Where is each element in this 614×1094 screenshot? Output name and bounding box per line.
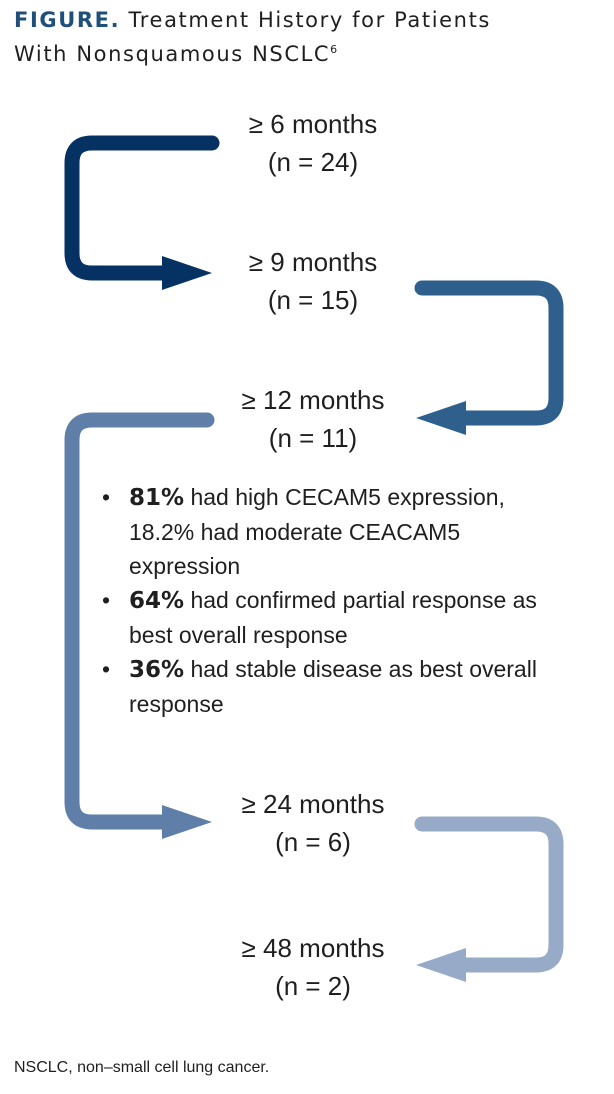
arrow-12-to-24-head bbox=[162, 805, 212, 839]
arrow-6-to-9-head bbox=[162, 256, 212, 290]
stage-24-months: ≥ 24 months (n = 6) bbox=[193, 785, 433, 861]
stage-count: (n = 15) bbox=[267, 285, 359, 315]
list-item: 36% had stable disease as best overall r… bbox=[102, 652, 542, 721]
stage-duration: ≥ 24 months bbox=[241, 789, 385, 819]
figure-label: FIGURE. bbox=[14, 8, 121, 32]
arrow-9-to-12-head bbox=[416, 401, 466, 435]
figure-title: FIGURE. Treatment History for Patients W… bbox=[14, 6, 604, 69]
arrow-24-to-48-shaft bbox=[414, 816, 564, 973]
arrow-24-to-48-head bbox=[416, 948, 466, 982]
bullet-text: had confirmed partial response as best o… bbox=[129, 587, 537, 648]
bullet-text: had stable disease as best overall respo… bbox=[129, 656, 537, 717]
bullet-text: had high CECAM5 expression, 18.2% had mo… bbox=[129, 484, 505, 579]
stage-48-months: ≥ 48 months (n = 2) bbox=[193, 929, 433, 1005]
list-item: 64% had confirmed partial response as be… bbox=[102, 583, 542, 652]
footnote: NSCLC, non–small cell lung cancer. bbox=[14, 1059, 270, 1076]
stage-count: (n = 24) bbox=[267, 147, 359, 177]
reference-superscript: 6 bbox=[330, 43, 338, 56]
stage-duration: ≥ 6 months bbox=[248, 109, 378, 139]
stage-duration: ≥ 12 months bbox=[241, 385, 385, 415]
list-item: 81% had high CECAM5 expression, 18.2% ha… bbox=[102, 480, 542, 583]
stage-duration: ≥ 48 months bbox=[241, 933, 385, 963]
arrow-9-to-12-shaft bbox=[414, 280, 564, 426]
figure-title-line2: With Nonsquamous NSCLC bbox=[14, 42, 331, 66]
stage-duration: ≥ 9 months bbox=[248, 247, 378, 277]
stage-6-months: ≥ 6 months (n = 24) bbox=[193, 105, 433, 181]
arrow-12-to-24-months bbox=[64, 412, 215, 839]
stage-count: (n = 6) bbox=[275, 827, 351, 857]
stage-9-months: ≥ 9 months (n = 15) bbox=[193, 243, 433, 319]
arrow-12-to-24-shaft bbox=[64, 412, 215, 830]
stage-12-months: ≥ 12 months (n = 11) bbox=[193, 381, 433, 457]
findings-list: 81% had high CECAM5 expression, 18.2% ha… bbox=[102, 480, 542, 721]
stage-count: (n = 2) bbox=[275, 971, 351, 1001]
stage-count: (n = 11) bbox=[268, 423, 358, 453]
bullet-percentage: 64% bbox=[129, 588, 185, 614]
arrow-6-to-9-months bbox=[64, 135, 220, 290]
bullet-percentage: 81% bbox=[129, 485, 185, 511]
arrow-24-to-48-months bbox=[414, 816, 564, 982]
figure-title-line1: Treatment History for Patients bbox=[128, 8, 491, 32]
arrow-9-to-12-months bbox=[414, 280, 564, 435]
bullet-percentage: 36% bbox=[129, 657, 185, 683]
arrow-6-to-9-shaft bbox=[64, 135, 220, 281]
